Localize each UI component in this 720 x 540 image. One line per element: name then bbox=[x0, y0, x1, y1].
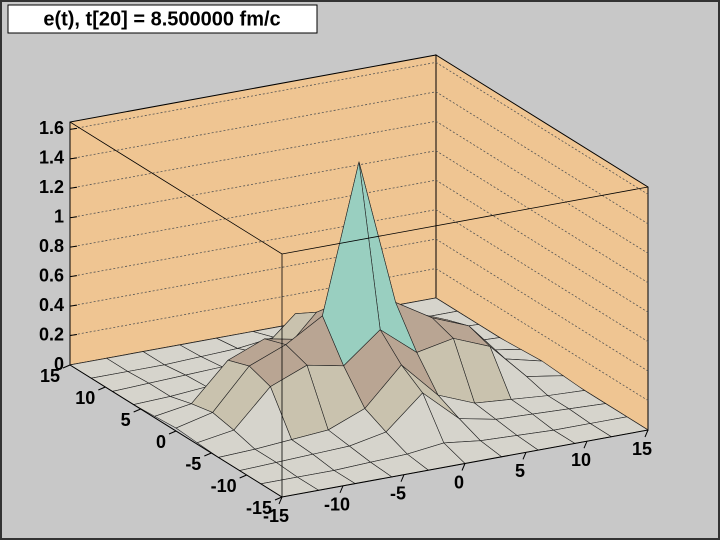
grid-line bbox=[69, 209, 649, 342]
chart-title: e(t), t[20] = 8.500000 fm/c bbox=[43, 8, 280, 30]
x-tick-label: -10 bbox=[324, 495, 350, 515]
x-tick-label: 15 bbox=[632, 439, 652, 459]
z-tick bbox=[69, 127, 78, 130]
x-tick bbox=[278, 496, 283, 505]
y-tick bbox=[133, 408, 141, 413]
z-tick-label: 0.4 bbox=[39, 295, 64, 315]
z-tick bbox=[69, 245, 78, 248]
z-tick-label: 1.6 bbox=[39, 118, 64, 138]
title-box bbox=[7, 4, 318, 34]
z-tick bbox=[69, 334, 78, 337]
y-tick bbox=[239, 474, 247, 479]
y-tick-label: 0 bbox=[156, 432, 166, 452]
y-tick bbox=[204, 452, 212, 457]
z-tick bbox=[69, 216, 78, 219]
z-tick bbox=[69, 157, 78, 160]
x-tick bbox=[400, 474, 405, 482]
grid-line bbox=[69, 179, 649, 313]
z-tick bbox=[69, 304, 78, 307]
z-tick bbox=[69, 275, 78, 278]
y-tick-label: 10 bbox=[75, 388, 95, 408]
x-tick-label: 0 bbox=[454, 472, 464, 492]
y-tick-label: 5 bbox=[121, 410, 131, 430]
y-tick bbox=[168, 430, 177, 435]
grid-line bbox=[69, 91, 649, 225]
z-tick-label: 1.4 bbox=[39, 148, 64, 168]
grid-line bbox=[69, 268, 649, 401]
plot-area: 0 0.2 0.4 0.6 0.8 1 1.2 1.4 1.6 -15 -10 -5 0 5 10 15 -15… bbox=[39, 54, 652, 526]
grid-line bbox=[69, 238, 649, 372]
x-tick-label: -5 bbox=[390, 483, 406, 503]
axis-line bbox=[69, 364, 649, 498]
grid-line bbox=[69, 61, 649, 195]
y-tick bbox=[98, 386, 106, 391]
x-tick-label: -15 bbox=[263, 506, 289, 526]
y-tick bbox=[62, 364, 71, 369]
y-tick-label: -10 bbox=[211, 476, 237, 496]
y-tick-label: 15 bbox=[40, 366, 60, 386]
z-tick-label: 0 bbox=[54, 354, 64, 374]
x-tick bbox=[522, 452, 527, 460]
x-tick bbox=[644, 429, 649, 438]
z-tick bbox=[69, 186, 78, 189]
y-tick bbox=[274, 496, 283, 501]
x-tick bbox=[461, 463, 466, 471]
x-tick-label: 5 bbox=[515, 461, 525, 481]
z-tick-label: 1.2 bbox=[39, 177, 64, 197]
y-tick-label: -5 bbox=[185, 454, 201, 474]
z-tick-label: 1 bbox=[54, 206, 64, 226]
x-tick-label: 10 bbox=[571, 450, 591, 470]
x-tick bbox=[583, 440, 588, 449]
z-tick-label: 0.2 bbox=[39, 324, 64, 344]
x-tick bbox=[339, 485, 344, 494]
y-tick-label: -15 bbox=[246, 498, 272, 518]
grid-line bbox=[69, 120, 649, 254]
z-tick-label: 0.8 bbox=[39, 236, 64, 256]
z-tick-label: 0.6 bbox=[39, 265, 64, 285]
grid-line bbox=[69, 150, 649, 284]
